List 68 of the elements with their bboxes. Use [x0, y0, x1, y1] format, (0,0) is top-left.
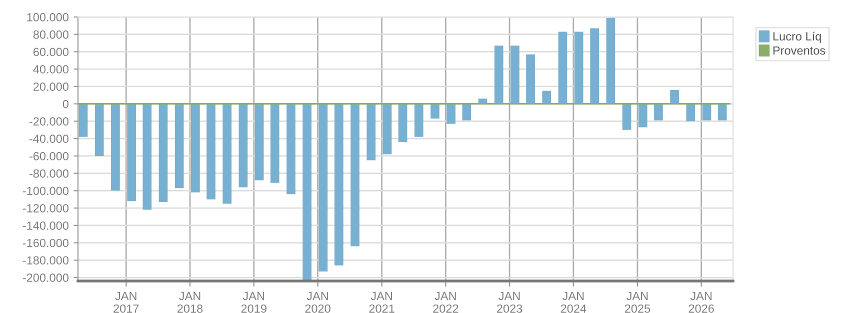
bar [590, 28, 600, 104]
legend-label: Lucro Líq [773, 32, 821, 43]
legend-label: Proventos [773, 46, 826, 55]
bar [462, 104, 472, 120]
bar [510, 46, 520, 104]
bar [414, 104, 424, 137]
x-tick-label: JAN 2026 [688, 292, 714, 313]
bar [574, 32, 584, 104]
bar [718, 104, 727, 120]
bar [446, 104, 456, 124]
bar [606, 18, 616, 104]
bar [174, 104, 184, 188]
bar [142, 104, 152, 210]
x-tick-label: JAN 2025 [624, 292, 650, 313]
bar [702, 104, 712, 120]
y-tick-label: -40.000 [29, 134, 69, 143]
y-tick-label: -160.000 [22, 238, 69, 248]
y-tick-label: -80.000 [29, 169, 69, 178]
bar [190, 104, 200, 192]
y-tick-label: 20.000 [33, 82, 69, 91]
x-tick-label: JAN 2018 [177, 292, 203, 313]
y-tick-label: 80.000 [33, 30, 69, 39]
x-tick-label: JAN 2022 [433, 292, 458, 313]
y-tick-label: -180.000 [22, 256, 69, 265]
bar [318, 104, 328, 272]
x-tick-label: JAN 2019 [241, 292, 266, 313]
bar [494, 46, 504, 104]
x-tick-label: JAN 2017 [114, 292, 139, 313]
y-tick-label: -20.000 [29, 117, 69, 126]
x-tick-label: JAN 2021 [369, 292, 394, 313]
y-tick-label: 0 [62, 100, 69, 108]
bar [286, 104, 296, 194]
bar [350, 104, 360, 246]
bar [222, 104, 232, 204]
bar [238, 104, 248, 188]
bar [638, 104, 648, 128]
bar [526, 54, 535, 104]
bar [670, 90, 679, 104]
y-tick-label: -120.000 [22, 204, 69, 212]
y-tick-label: -200.000 [22, 274, 69, 282]
bar [78, 104, 88, 137]
y-tick-label: 40.000 [33, 65, 69, 74]
y-tick-label: 100.000 [27, 13, 69, 22]
bar [158, 104, 168, 202]
bar [366, 104, 376, 160]
bar [254, 104, 264, 180]
bar [206, 104, 216, 200]
bar [382, 104, 392, 154]
bar [94, 104, 104, 156]
bar [270, 104, 280, 183]
bar [686, 104, 696, 122]
y-tick-label: -100.000 [22, 186, 69, 196]
y-tick-label: -140.000 [22, 221, 69, 230]
bar [334, 104, 344, 266]
bar [430, 104, 440, 119]
bar [111, 104, 120, 191]
bar [654, 104, 663, 120]
bar [302, 104, 312, 280]
bar [398, 104, 408, 142]
y-tick-label: -60.000 [29, 152, 69, 160]
bar [127, 104, 136, 202]
x-tick-label: JAN 2024 [560, 292, 586, 313]
bar [542, 90, 552, 104]
bar [558, 32, 568, 104]
bar [622, 104, 632, 130]
x-tick-label: JAN 2020 [305, 292, 330, 313]
x-tick-label: JAN 2023 [497, 292, 522, 313]
y-tick-label: 60.000 [33, 48, 69, 56]
